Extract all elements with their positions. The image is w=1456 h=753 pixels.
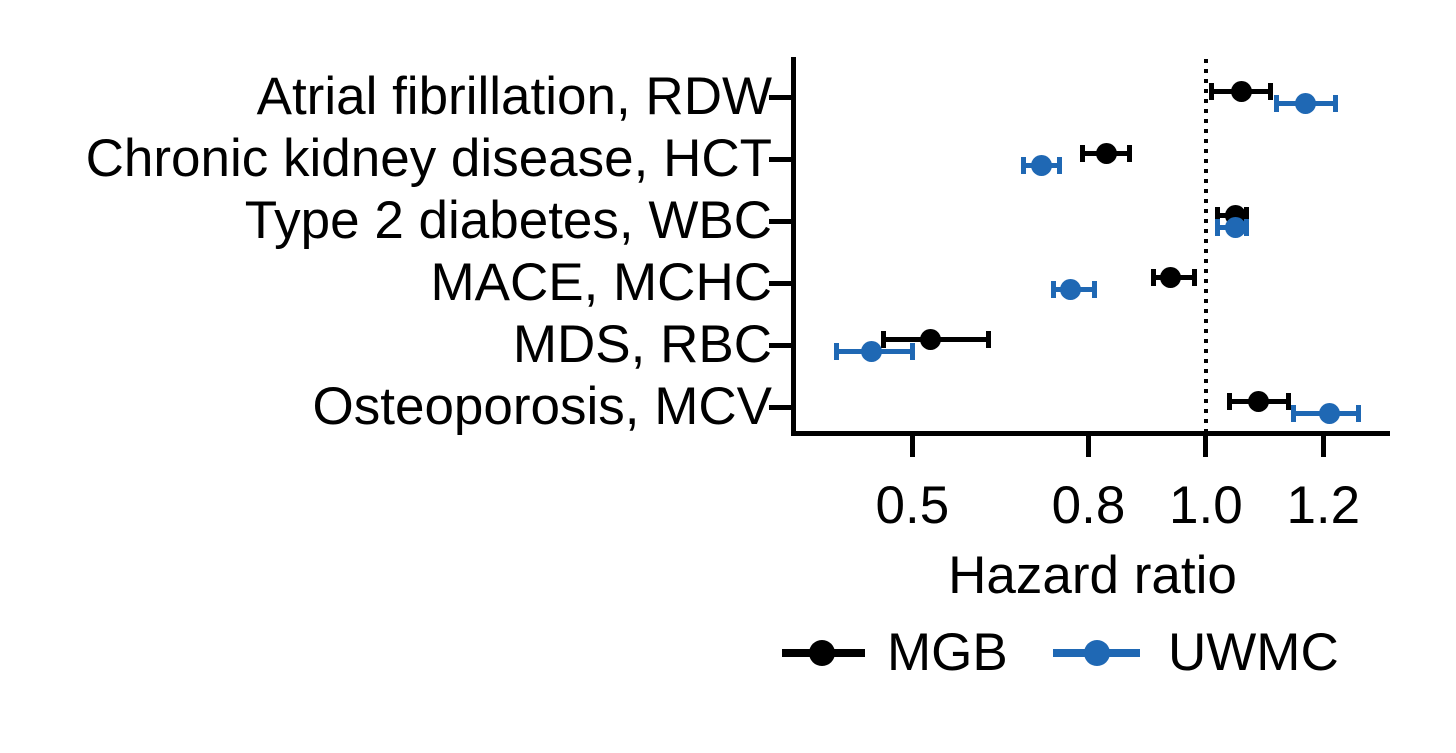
x-tick-label: 1.2 — [1286, 476, 1361, 535]
x-tick-label: 0.8 — [1051, 476, 1126, 535]
error-bar-cap-right — [1056, 156, 1062, 174]
legend-label-mgb: MGB — [887, 623, 1008, 682]
y-tick-mark — [769, 94, 791, 100]
error-bar-cap-left — [1215, 218, 1221, 236]
category-label: MDS, RBC — [512, 315, 772, 374]
error-bar-cap-left — [1273, 94, 1279, 112]
x-tick-mark — [1320, 436, 1326, 457]
y-tick-mark — [769, 218, 791, 224]
category-label: Atrial fibrillation, RDW — [256, 67, 772, 126]
error-bar-cap-right — [1356, 404, 1362, 422]
data-point — [1224, 216, 1246, 238]
x-tick-mark — [1203, 436, 1209, 457]
error-bar-cap-left — [833, 342, 839, 360]
error-bar-cap-right — [1244, 218, 1250, 236]
data-point — [1230, 80, 1252, 102]
error-bar-cap-right — [986, 330, 992, 348]
error-bar-cap-right — [1091, 280, 1097, 298]
error-bar-cap-right — [1332, 94, 1338, 112]
data-point — [1060, 278, 1082, 300]
error-bar-cap-right — [1267, 82, 1273, 100]
y-tick-mark — [769, 404, 791, 410]
error-bar-cap-right — [1127, 144, 1133, 162]
error-bar-cap-left — [1226, 392, 1232, 410]
error-bar-cap-left — [1215, 206, 1221, 224]
error-bar-cap-left — [880, 330, 886, 348]
category-label: MACE, MCHC — [430, 253, 772, 312]
x-tick-label: 1.0 — [1169, 476, 1243, 535]
data-point — [1318, 402, 1340, 424]
reference-line — [1203, 59, 1208, 431]
error-bar-cap-right — [1191, 268, 1197, 286]
data-point — [919, 328, 941, 350]
legend-key-dot-uwmc — [1084, 640, 1110, 666]
error-bar-cap-left — [1209, 82, 1215, 100]
x-axis-title: Hazard ratio — [948, 546, 1237, 605]
legend-label-uwmc: UWMC — [1168, 623, 1339, 682]
y-tick-mark — [769, 280, 791, 286]
data-point — [1031, 154, 1053, 176]
y-tick-mark — [769, 156, 791, 162]
y-axis-line — [791, 57, 796, 436]
data-point — [1160, 266, 1182, 288]
error-bar-cap-left — [1291, 404, 1297, 422]
error-bar-cap-right — [1285, 392, 1291, 410]
x-tick-mark — [909, 436, 915, 457]
error-bar-cap-left — [1080, 144, 1086, 162]
error-bar-cap-left — [1050, 280, 1056, 298]
error-bar-cap-right — [909, 342, 915, 360]
x-tick-label: 0.5 — [875, 476, 950, 535]
category-label: Osteoporosis, MCV — [312, 377, 772, 436]
x-tick-mark — [1086, 436, 1091, 457]
data-point — [1095, 142, 1117, 164]
x-axis-line — [791, 431, 1390, 436]
y-tick-mark — [769, 342, 791, 348]
data-point — [1248, 390, 1270, 412]
error-bar-cap-right — [1244, 206, 1250, 224]
legend-key-dot-mgb — [809, 640, 835, 666]
data-point — [1295, 92, 1317, 114]
category-label: Type 2 diabetes, WBC — [244, 191, 772, 250]
category-label: Chronic kidney disease, HCT — [85, 129, 772, 188]
error-bar-cap-left — [1150, 268, 1156, 286]
data-point — [860, 340, 882, 362]
error-bar-cap-left — [1021, 156, 1027, 174]
